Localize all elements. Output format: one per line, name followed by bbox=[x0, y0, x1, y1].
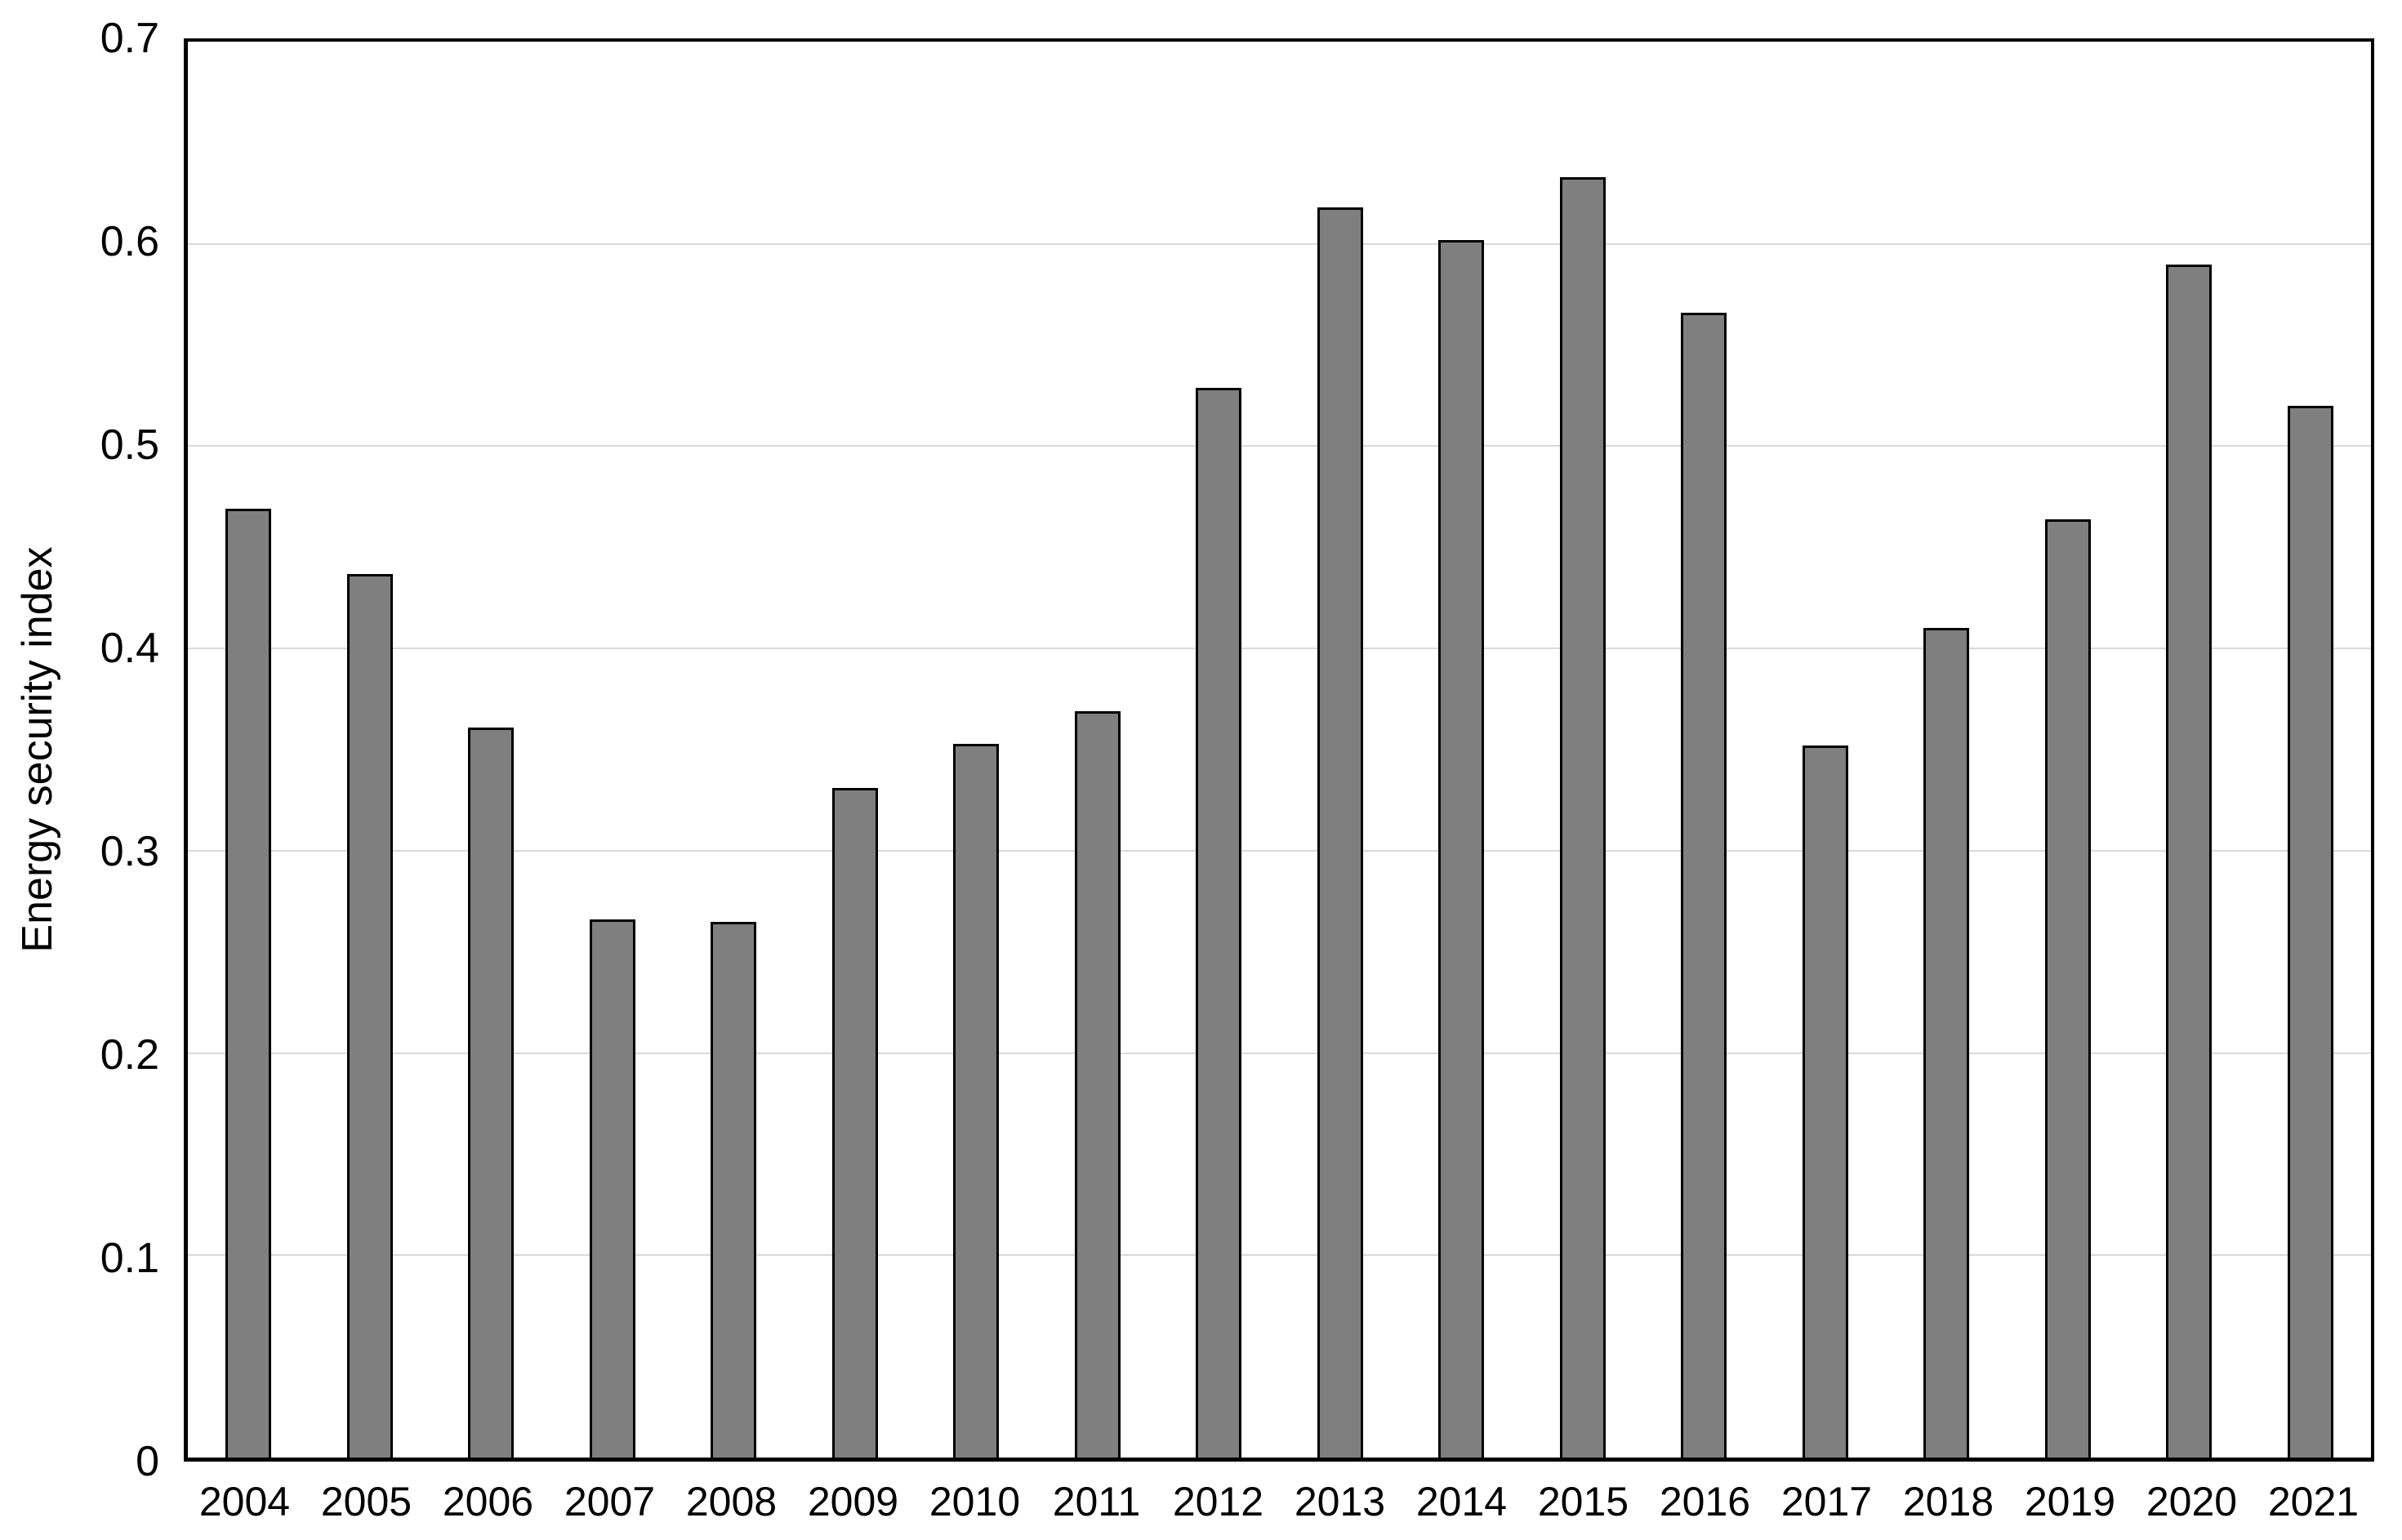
x-tick-label-2015: 2015 bbox=[1537, 1479, 1629, 1524]
x-tick-label-2018: 2018 bbox=[1902, 1479, 1994, 1524]
bar-cell-2020 bbox=[2128, 42, 2250, 1458]
x-tick-label-2005: 2005 bbox=[320, 1479, 412, 1524]
bar-2020 bbox=[2166, 264, 2213, 1458]
bar-cell-2004 bbox=[188, 42, 310, 1458]
bar-cell-2012 bbox=[1158, 42, 1280, 1458]
bar-cell-2015 bbox=[1522, 42, 1644, 1458]
x-tick-label-2019: 2019 bbox=[2024, 1479, 2116, 1524]
bar-cell-2014 bbox=[1401, 42, 1522, 1458]
y-tick-label-0.6: 0.6 bbox=[100, 218, 159, 265]
bar-cell-2017 bbox=[1765, 42, 1887, 1458]
x-tick-label-2011: 2011 bbox=[1052, 1479, 1141, 1524]
x-tick-label-2004: 2004 bbox=[198, 1479, 291, 1524]
bar-cell-2005 bbox=[310, 42, 431, 1458]
bar-cell-2011 bbox=[1037, 42, 1159, 1458]
bar-2017 bbox=[1802, 746, 1848, 1458]
bar-2004 bbox=[225, 509, 272, 1458]
bar-2011 bbox=[1074, 710, 1121, 1458]
x-tick-label-2017: 2017 bbox=[1780, 1479, 1873, 1524]
bar-2021 bbox=[2287, 405, 2333, 1458]
gridline-0.1 bbox=[188, 1254, 2371, 1257]
x-tick-label-2020: 2020 bbox=[2146, 1479, 2238, 1524]
bar-2018 bbox=[1923, 628, 1970, 1458]
bar-2009 bbox=[831, 788, 878, 1458]
x-tick-label-2006: 2006 bbox=[442, 1479, 534, 1524]
y-tick-label-0.5: 0.5 bbox=[100, 421, 159, 469]
x-tick-label-2013: 2013 bbox=[1294, 1479, 1386, 1524]
x-tick-label-2009: 2009 bbox=[807, 1479, 899, 1524]
bar-2005 bbox=[346, 573, 393, 1458]
bar-2015 bbox=[1559, 176, 1606, 1458]
x-tick-label-2021: 2021 bbox=[2267, 1479, 2360, 1524]
x-tick-label-2007: 2007 bbox=[564, 1479, 656, 1524]
bar-2010 bbox=[953, 743, 1000, 1458]
bar-cell-2016 bbox=[1643, 42, 1765, 1458]
y-axis-tick-labels: 0 0.1 0.2 0.3 0.4 0.5 0.6 0.7 bbox=[0, 17, 159, 1483]
bar-2007 bbox=[589, 919, 635, 1458]
x-axis-tick-labels: 2004 2005 2006 2007 2008 2009 2010 2011 2012 2013… bbox=[184, 1480, 2374, 1524]
plot-area bbox=[184, 38, 2374, 1462]
x-tick-label-2016: 2016 bbox=[1659, 1479, 1751, 1524]
x-tick-label-2010: 2010 bbox=[929, 1479, 1021, 1524]
y-tick-label-0.1: 0.1 bbox=[100, 1235, 159, 1282]
bars bbox=[188, 42, 2371, 1458]
bar-cell-2008 bbox=[673, 42, 795, 1458]
bar-cell-2021 bbox=[2250, 42, 2372, 1458]
gridline-0.3 bbox=[188, 849, 2371, 852]
bar-cell-2009 bbox=[795, 42, 916, 1458]
y-tick-label-0.2: 0.2 bbox=[100, 1031, 159, 1079]
y-tick-label-0.3: 0.3 bbox=[100, 828, 159, 875]
bar-cell-2006 bbox=[430, 42, 552, 1458]
gridline-0.6 bbox=[188, 243, 2371, 245]
bar-cell-2010 bbox=[916, 42, 1037, 1458]
gridline-0.5 bbox=[188, 445, 2371, 447]
bar-2013 bbox=[1317, 207, 1363, 1458]
y-tick-label-0: 0 bbox=[136, 1438, 159, 1485]
x-tick-label-2008: 2008 bbox=[685, 1479, 778, 1524]
bar-2014 bbox=[1438, 239, 1485, 1458]
gridline-0.2 bbox=[188, 1052, 2371, 1054]
bar-cell-2013 bbox=[1280, 42, 1402, 1458]
y-tick-label-0.7: 0.7 bbox=[100, 15, 159, 62]
bar-2016 bbox=[1681, 312, 1727, 1458]
bar-2008 bbox=[711, 921, 757, 1458]
x-tick-label-2014: 2014 bbox=[1415, 1479, 1508, 1524]
bar-cell-2007 bbox=[552, 42, 674, 1458]
gridline-0.4 bbox=[188, 648, 2371, 650]
gridlines bbox=[188, 42, 2371, 1458]
bar-2012 bbox=[1196, 387, 1242, 1458]
bar-cell-2018 bbox=[1886, 42, 2008, 1458]
y-tick-label-0.4: 0.4 bbox=[100, 625, 159, 672]
bar-2019 bbox=[2044, 519, 2091, 1458]
x-tick-label-2012: 2012 bbox=[1172, 1479, 1264, 1524]
bar-2006 bbox=[468, 727, 515, 1458]
bar-cell-2019 bbox=[2008, 42, 2129, 1458]
